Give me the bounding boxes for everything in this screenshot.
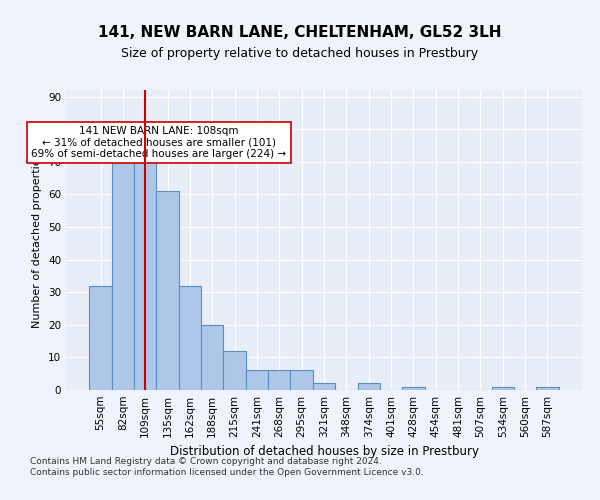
Text: 141 NEW BARN LANE: 108sqm
← 31% of detached houses are smaller (101)
69% of semi: 141 NEW BARN LANE: 108sqm ← 31% of detac… — [31, 126, 286, 159]
Bar — [157, 191, 179, 390]
Text: 141, NEW BARN LANE, CHELTENHAM, GL52 3LH: 141, NEW BARN LANE, CHELTENHAM, GL52 3LH — [98, 25, 502, 40]
Bar — [179, 286, 201, 390]
Bar — [246, 370, 268, 390]
Y-axis label: Number of detached properties: Number of detached properties — [32, 152, 43, 328]
Bar — [201, 325, 223, 390]
Text: Contains HM Land Registry data © Crown copyright and database right 2024.
Contai: Contains HM Land Registry data © Crown c… — [30, 458, 424, 477]
X-axis label: Distribution of detached houses by size in Prestbury: Distribution of detached houses by size … — [170, 446, 479, 458]
Bar — [134, 152, 157, 390]
Bar — [536, 386, 559, 390]
Text: Size of property relative to detached houses in Prestbury: Size of property relative to detached ho… — [121, 48, 479, 60]
Bar — [223, 351, 246, 390]
Bar — [112, 142, 134, 390]
Bar — [268, 370, 290, 390]
Bar — [313, 384, 335, 390]
Bar — [89, 286, 112, 390]
Bar — [290, 370, 313, 390]
Bar — [402, 386, 425, 390]
Bar — [358, 384, 380, 390]
Bar — [491, 386, 514, 390]
